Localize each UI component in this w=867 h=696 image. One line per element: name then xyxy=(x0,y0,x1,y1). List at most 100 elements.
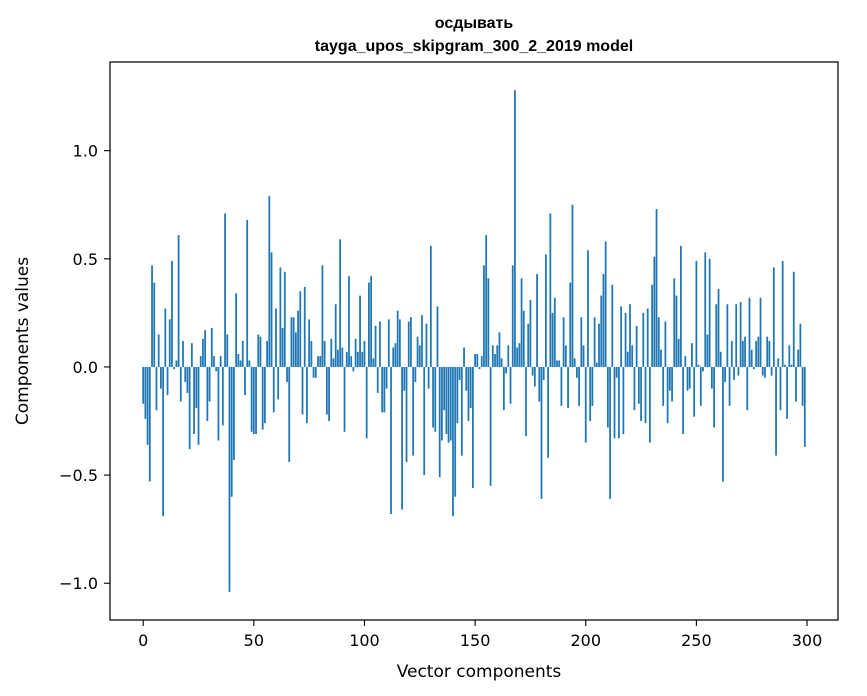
bar xyxy=(472,366,474,489)
bar xyxy=(626,351,629,367)
bar xyxy=(452,366,454,517)
bar xyxy=(445,366,448,434)
bar xyxy=(248,360,251,367)
bar xyxy=(609,366,611,499)
bar xyxy=(660,349,662,367)
bar xyxy=(418,345,421,367)
bar xyxy=(571,204,574,367)
bar xyxy=(321,265,324,367)
bar xyxy=(447,366,450,443)
bar xyxy=(657,317,660,367)
bar xyxy=(416,336,419,367)
bar xyxy=(637,366,640,404)
bar-series xyxy=(142,90,806,592)
bar xyxy=(246,219,249,367)
bar xyxy=(272,366,275,413)
bar xyxy=(673,278,676,367)
bar xyxy=(505,366,507,374)
bar xyxy=(664,321,667,367)
bar xyxy=(611,284,614,367)
bar xyxy=(500,358,503,367)
bar xyxy=(213,356,215,367)
bar xyxy=(757,336,760,367)
bar xyxy=(677,338,680,367)
bar xyxy=(438,366,441,478)
bar xyxy=(370,276,372,367)
bar xyxy=(425,323,428,367)
bar xyxy=(514,90,516,367)
bar xyxy=(166,366,169,396)
bar xyxy=(365,366,368,439)
bar xyxy=(190,343,193,367)
bar xyxy=(578,366,580,406)
bar xyxy=(235,293,238,367)
bar xyxy=(704,252,707,367)
bar xyxy=(241,341,244,367)
bar xyxy=(547,366,550,458)
bar xyxy=(454,366,457,497)
bar xyxy=(644,366,647,424)
bar xyxy=(237,353,240,367)
bar xyxy=(390,366,392,515)
bar xyxy=(768,341,771,367)
bar xyxy=(668,366,671,391)
bar xyxy=(564,345,567,367)
bar xyxy=(460,366,463,456)
bar xyxy=(784,364,786,367)
bar xyxy=(221,366,224,426)
bar xyxy=(230,366,233,497)
bar xyxy=(144,366,147,419)
bar xyxy=(744,336,746,367)
bar xyxy=(480,356,483,367)
bar xyxy=(620,306,623,367)
bar xyxy=(693,366,696,417)
bar xyxy=(151,265,153,367)
bar xyxy=(310,341,313,367)
bar xyxy=(186,366,189,393)
bar xyxy=(224,213,226,367)
bar xyxy=(412,366,415,456)
bar xyxy=(770,366,773,376)
bar xyxy=(797,349,800,367)
bar xyxy=(556,360,558,367)
y-axis-ticks: −1.0 −0.5 0.0 0.5 1.0 xyxy=(59,142,110,593)
bar xyxy=(314,366,317,378)
bar xyxy=(717,289,720,367)
bar xyxy=(146,366,149,445)
bar xyxy=(604,241,607,367)
bar xyxy=(567,366,569,409)
bar xyxy=(781,260,784,367)
bar xyxy=(441,366,443,441)
bar xyxy=(591,366,594,406)
bar xyxy=(587,250,589,367)
bar xyxy=(197,366,200,445)
bar xyxy=(615,366,618,378)
bar xyxy=(208,366,211,402)
x-tick-label: 150 xyxy=(460,631,491,650)
bar xyxy=(277,366,280,400)
bar xyxy=(803,366,806,447)
bar xyxy=(584,366,587,443)
chart-title: осдывать xyxy=(435,15,514,32)
bar xyxy=(649,366,651,443)
bar xyxy=(518,343,521,367)
bar xyxy=(560,366,563,406)
bar xyxy=(551,312,554,367)
bar xyxy=(491,345,494,367)
bar xyxy=(795,366,797,402)
bar xyxy=(398,319,401,367)
bar xyxy=(527,323,530,367)
bar xyxy=(286,366,288,383)
bar xyxy=(387,319,390,367)
bar xyxy=(164,308,167,367)
bar xyxy=(558,360,561,367)
bar xyxy=(684,356,687,367)
bar xyxy=(301,366,304,415)
bar xyxy=(337,349,339,367)
bar xyxy=(529,299,532,367)
bar xyxy=(737,366,740,376)
bar xyxy=(542,366,545,380)
bar xyxy=(629,304,631,367)
bar xyxy=(250,366,253,432)
bar xyxy=(739,302,742,367)
